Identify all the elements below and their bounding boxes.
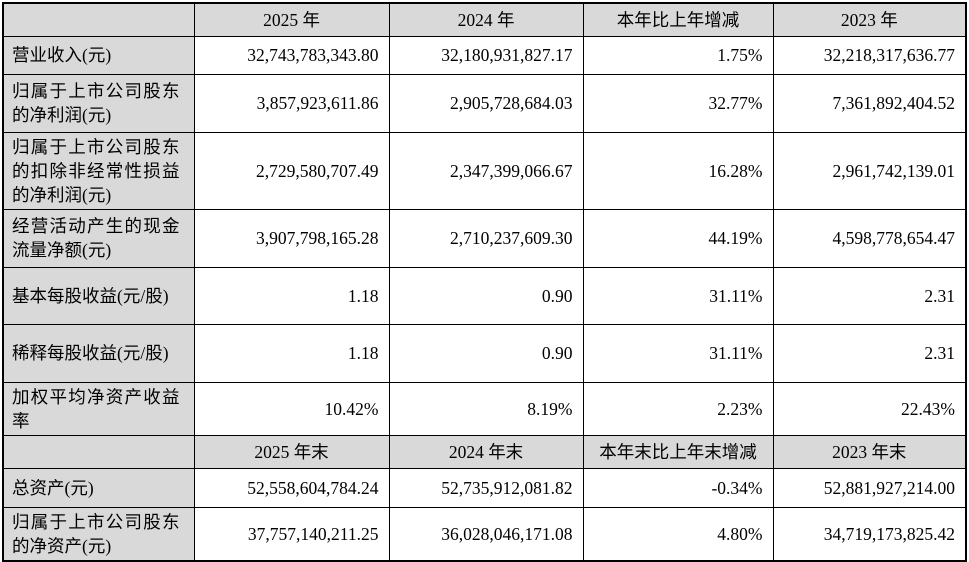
row-label: 稀释每股收益(元/股)	[2, 323, 195, 383]
cell-value: 52,735,912,081.82	[388, 467, 584, 508]
cell-value: 31.11%	[582, 323, 774, 383]
cell-value: 0.90	[388, 323, 584, 383]
row-label: 归属于上市公司股东的净资产(元)	[2, 506, 195, 561]
cell-value: 2.31	[772, 323, 967, 383]
cell-value: 32.77%	[582, 73, 774, 133]
table-row-diluted-eps: 稀释每股收益(元/股) 1.18 0.90 31.11% 2.31	[2, 323, 967, 383]
row-label: 归属于上市公司股东的扣除非经常性损益的净利润(元)	[2, 131, 195, 210]
cell-value: 1.18	[193, 266, 390, 325]
cell-value: 16.28%	[582, 131, 774, 210]
cell-value: 34,719,173,825.42	[772, 506, 967, 561]
cell-value: 22.43%	[772, 381, 967, 436]
col-header-2025-end: 2025 年末	[193, 434, 390, 469]
cell-value: 1.18	[193, 323, 390, 383]
row-label: 总资产(元)	[2, 467, 195, 508]
cell-value: 2.31	[772, 266, 967, 325]
table-row-net-profit-excl-nonrecurring: 归属于上市公司股东的扣除非经常性损益的净利润(元) 2,729,580,707.…	[2, 131, 967, 210]
row-label: 加权平均净资产收益率	[2, 381, 195, 436]
row-label: 经营活动产生的现金流量净额(元)	[2, 208, 195, 268]
cell-value: 31.11%	[582, 266, 774, 325]
cell-value: 44.19%	[582, 208, 774, 268]
table-row-net-assets: 归属于上市公司股东的净资产(元) 37,757,140,211.25 36,02…	[2, 506, 967, 561]
col-header-2024-end: 2024 年末	[388, 434, 584, 469]
cell-value: 3,907,798,165.28	[193, 208, 390, 268]
cell-value: 4,598,778,654.47	[772, 208, 967, 268]
cell-value: 4.80%	[582, 506, 774, 561]
row-label: 营业收入(元)	[2, 35, 195, 75]
cell-value: -0.34%	[582, 467, 774, 508]
cell-value: 52,881,927,214.00	[772, 467, 967, 508]
cell-value: 2.23%	[582, 381, 774, 436]
col-header-yoy-change: 本年比上年增减	[582, 2, 774, 37]
table-row-total-assets: 总资产(元) 52,558,604,784.24 52,735,912,081.…	[2, 467, 967, 508]
cell-value: 2,905,728,684.03	[388, 73, 584, 133]
row-label: 基本每股收益(元/股)	[2, 266, 195, 325]
col-header-2024: 2024 年	[388, 2, 584, 37]
cell-value: 0.90	[388, 266, 584, 325]
table-row-basic-eps: 基本每股收益(元/股) 1.18 0.90 31.11% 2.31	[2, 266, 967, 325]
cell-value: 3,857,923,611.86	[193, 73, 390, 133]
col-header-2025: 2025 年	[193, 2, 390, 37]
table-row-net-profit: 归属于上市公司股东的净利润(元) 3,857,923,611.86 2,905,…	[2, 73, 967, 133]
cell-value: 52,558,604,784.24	[193, 467, 390, 508]
cell-value: 32,743,783,343.80	[193, 35, 390, 75]
cell-value: 2,961,742,139.01	[772, 131, 967, 210]
cell-value: 32,218,317,636.77	[772, 35, 967, 75]
corner-cell	[2, 2, 195, 37]
cell-value: 2,710,237,609.30	[388, 208, 584, 268]
cell-value: 2,347,399,066.67	[388, 131, 584, 210]
cell-value: 7,361,892,404.52	[772, 73, 967, 133]
col-header-2023: 2023 年	[772, 2, 967, 37]
table-row-weighted-avg-roe: 加权平均净资产收益率 10.42% 8.19% 2.23% 22.43%	[2, 381, 967, 436]
table-row-operating-cash-flow: 经营活动产生的现金流量净额(元) 3,907,798,165.28 2,710,…	[2, 208, 967, 268]
cell-value: 8.19%	[388, 381, 584, 436]
cell-value: 36,028,046,171.08	[388, 506, 584, 561]
cell-value: 1.75%	[582, 35, 774, 75]
cell-value: 2,729,580,707.49	[193, 131, 390, 210]
col-header-2023-end: 2023 年末	[772, 434, 967, 469]
annual-header-row: 2025 年 2024 年 本年比上年增减 2023 年	[2, 2, 967, 37]
col-header-yoy-end-change: 本年末比上年末增减	[582, 434, 774, 469]
table-row-operating-revenue: 营业收入(元) 32,743,783,343.80 32,180,931,827…	[2, 35, 967, 75]
cell-value: 37,757,140,211.25	[193, 506, 390, 561]
period-end-header-row: 2025 年末 2024 年末 本年末比上年末增减 2023 年末	[2, 434, 967, 469]
cell-value: 32,180,931,827.17	[388, 35, 584, 75]
cell-value: 10.42%	[193, 381, 390, 436]
corner-cell	[2, 434, 195, 469]
row-label: 归属于上市公司股东的净利润(元)	[2, 73, 195, 133]
